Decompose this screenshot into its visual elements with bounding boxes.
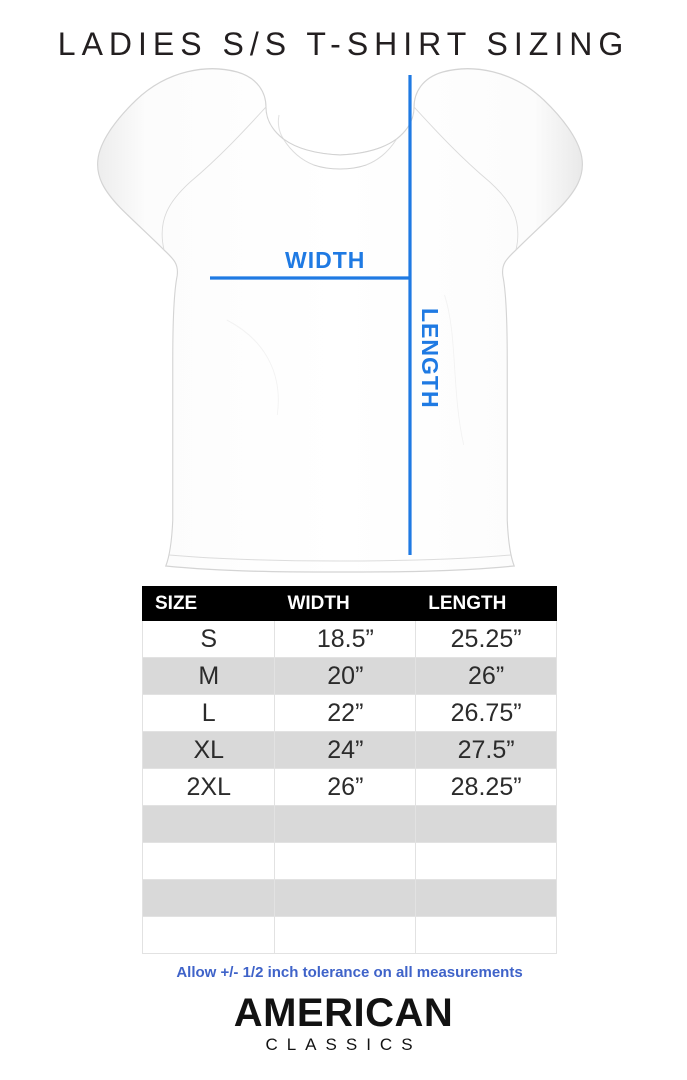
svg-text:WIDTH: WIDTH (285, 247, 365, 273)
svg-text:LENGTH: LENGTH (417, 308, 443, 409)
